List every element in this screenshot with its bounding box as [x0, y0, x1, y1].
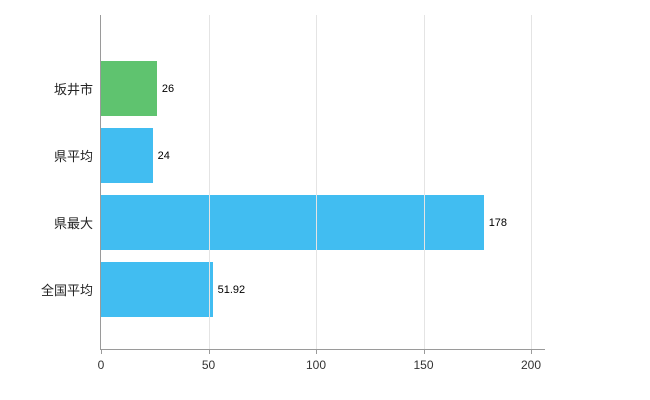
value-label: 51.92: [217, 283, 246, 296]
value-label: 178: [488, 216, 508, 229]
plot-area: 坂井市 26 県平均 24 県最大 178 全国平均 51.92 0 50 100 150 200: [41, 15, 545, 372]
value-label: 24: [157, 149, 170, 162]
gridline: [208, 15, 210, 349]
x-axis-tick-mark: [316, 349, 317, 354]
category-label: 坂井市: [53, 82, 93, 97]
bar-row: 全国平均 51.92: [41, 256, 545, 323]
bar: [101, 195, 484, 250]
category-label: 全国平均: [40, 283, 93, 298]
category-label: 県平均: [53, 149, 93, 164]
bar-row: 坂井市 26: [54, 55, 545, 122]
x-axis-tick-mark: [208, 349, 210, 354]
x-axis-tick-label: 200: [520, 358, 542, 372]
bar-rows-container: 坂井市 26 県平均 24 県最大 178 全国平均 51.92: [41, 55, 545, 323]
bar: [101, 128, 153, 183]
gridline: [531, 15, 532, 349]
bar: [101, 262, 213, 317]
category-label: 県最大: [53, 216, 93, 231]
bar-row: 県最大 178: [54, 189, 545, 256]
x-axis-tick-label: 0: [97, 358, 105, 372]
gridline: [316, 15, 317, 349]
x-axis-tick-label: 150: [413, 358, 434, 372]
x-axis-tick-label: 100: [305, 358, 327, 372]
bar: [101, 61, 157, 116]
value-label: 26: [161, 82, 175, 95]
x-axis-tick-mark: [101, 349, 102, 354]
x-axis-tick-mark: [423, 349, 425, 354]
x-axis-tick-mark: [531, 349, 532, 354]
x-axis-tick-label: 50: [201, 358, 216, 372]
gridline: [423, 15, 425, 349]
bar-row: 県平均 24: [54, 122, 545, 189]
